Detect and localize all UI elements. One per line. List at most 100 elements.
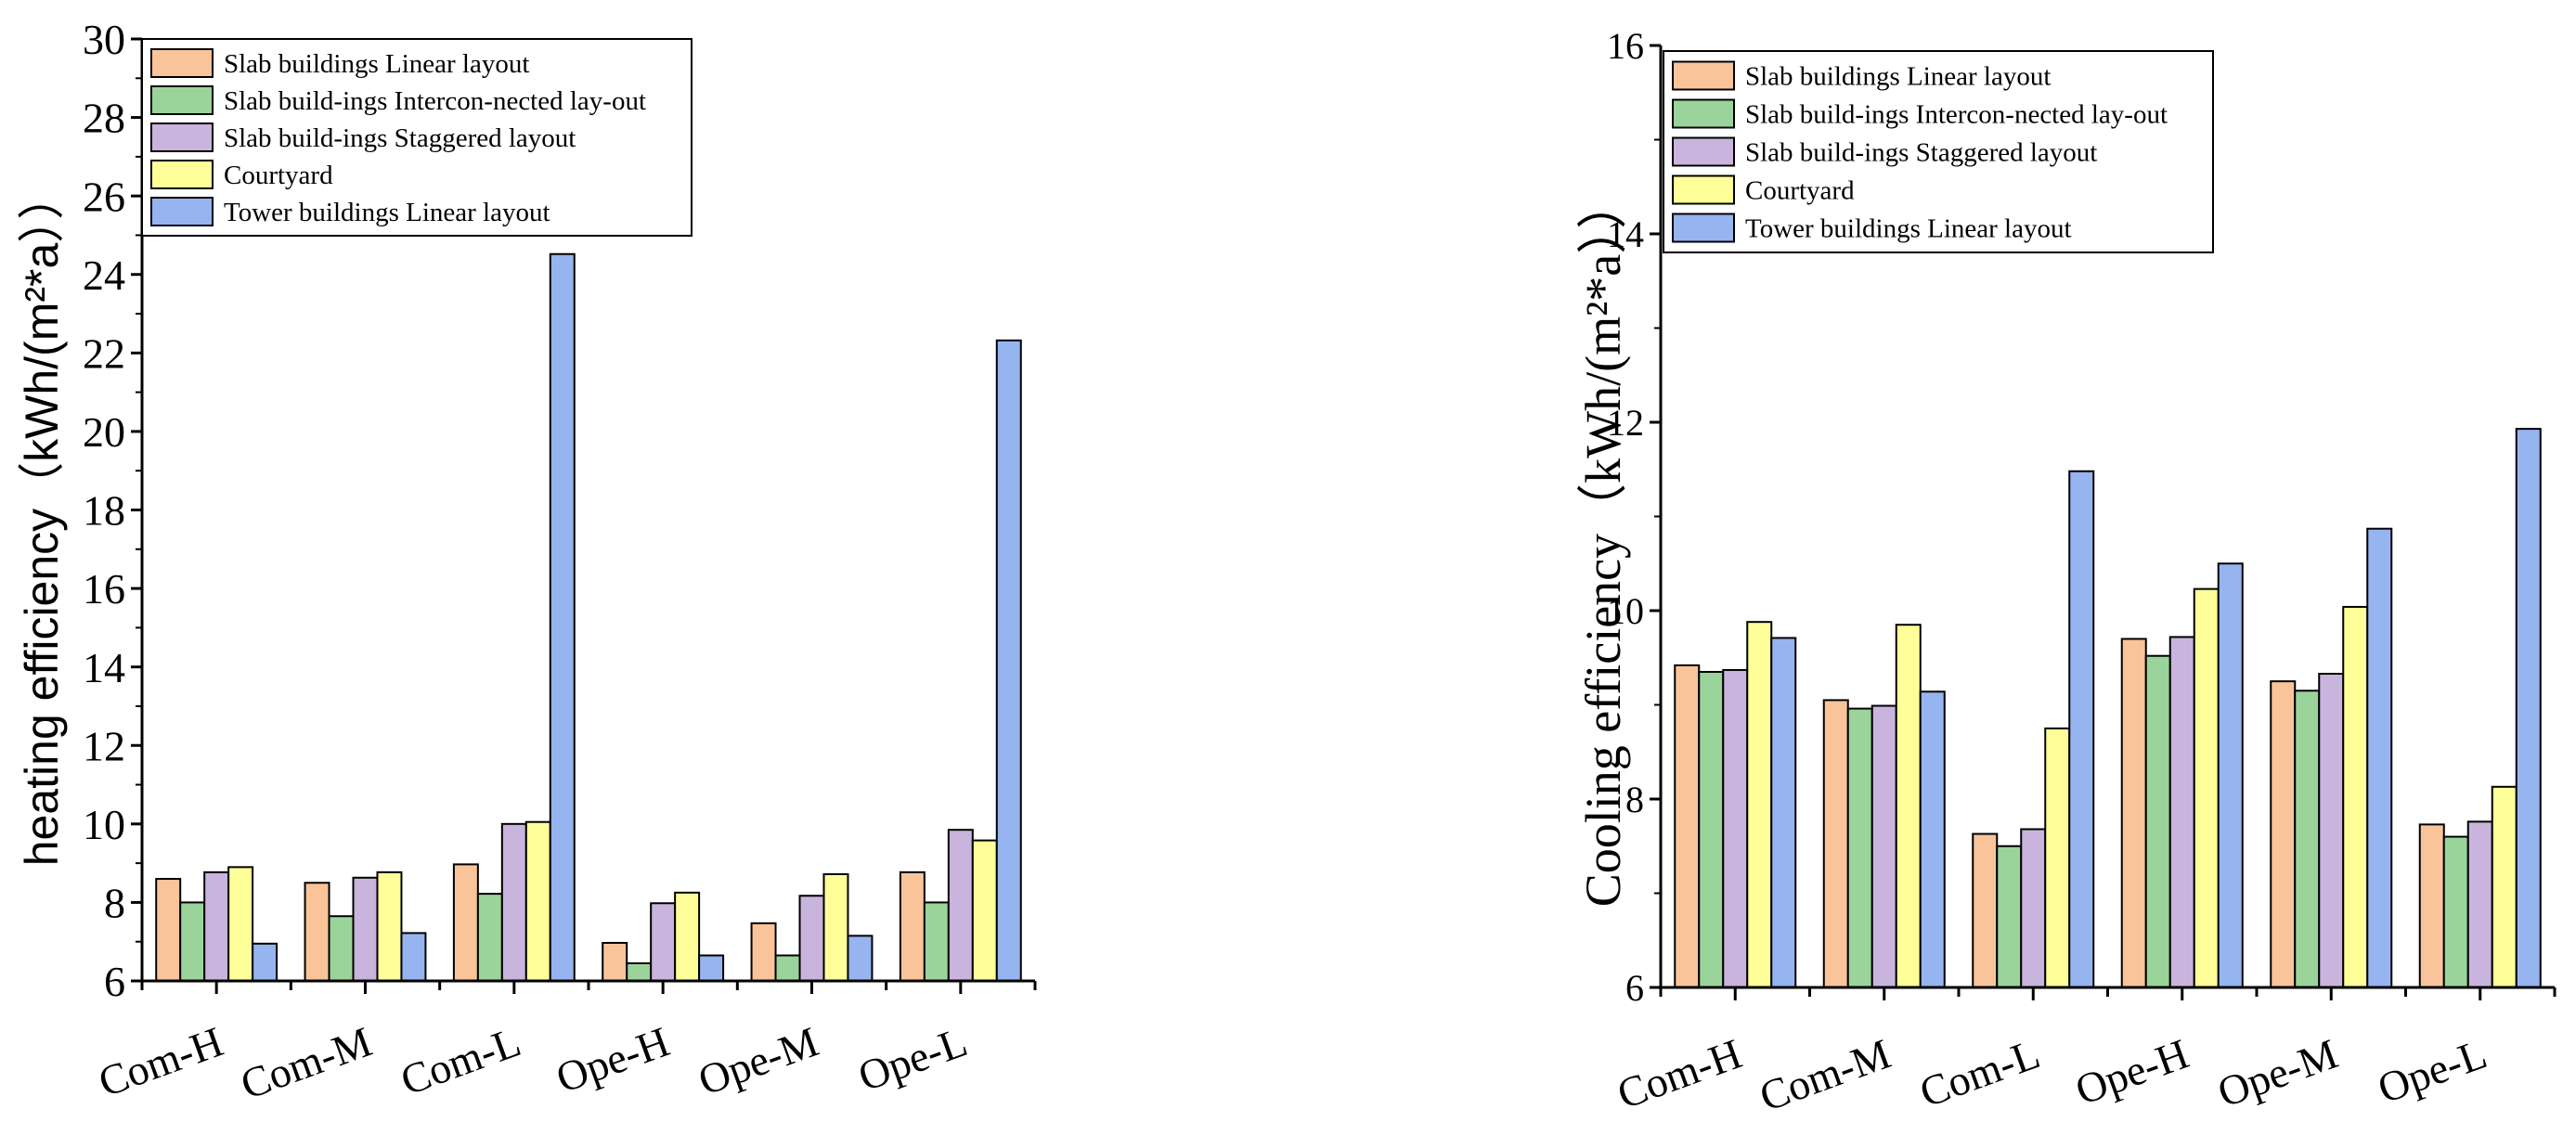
- heating-y-tick-label-14: 14: [83, 644, 125, 691]
- heating-bar-com-m-s4: [376, 871, 403, 982]
- cooling-bar-com-h-s3: [1722, 668, 1749, 988]
- cooling-bar-com-h-s5: [1770, 637, 1797, 988]
- heating-legend-swatch-2: [150, 85, 214, 115]
- cooling-legend-swatch-1: [1672, 60, 1735, 91]
- heating-y-tick-label-16: 16: [83, 565, 125, 613]
- heating-y-axis-title: heating efficiency（kWh/(m²*a））: [16, 174, 68, 867]
- heating-bar-com-m-s3: [352, 876, 379, 983]
- heating-legend-label-4: Courtyard: [224, 161, 333, 190]
- heating-bar-ope-l-s3: [947, 829, 974, 982]
- cooling-bar-ope-l-s5: [2515, 428, 2542, 988]
- heating-y-tick-label-10: 10: [83, 801, 125, 848]
- cooling-bar-ope-h-s2: [2144, 654, 2171, 988]
- cooling-bar-ope-h-s5: [2217, 562, 2244, 988]
- heating-bar-ope-l-s1: [899, 871, 926, 982]
- heating-y-tick-label-26: 26: [83, 173, 125, 220]
- cooling-category-label-ope-m: Ope-M: [2211, 1029, 2343, 1116]
- cooling-bar-com-l-s1: [1972, 832, 1999, 988]
- heating-bar-ope-l-s5: [995, 339, 1022, 982]
- cooling-legend-swatch-2: [1672, 98, 1735, 129]
- heating-bar-ope-l-s2: [923, 901, 950, 982]
- cooling-bar-com-l-s5: [2068, 470, 2095, 988]
- cooling-y-tick-label-8: 8: [1625, 779, 1644, 820]
- heating-bar-ope-l-s4: [971, 839, 998, 982]
- cooling-bar-com-h-s4: [1746, 621, 1773, 988]
- heating-bar-ope-m-s1: [750, 922, 777, 983]
- heating-efficiency-chart: heating efficiency（kWh/(m²*a）） 6 8 10 12 14 1…: [16, 16, 1037, 1108]
- cooling-bar-ope-h-s4: [2193, 587, 2220, 989]
- heating-y-tick-label-18: 18: [83, 487, 125, 535]
- cooling-bar-com-l-s4: [2044, 727, 2071, 989]
- heating-legend-swatch-5: [150, 197, 214, 226]
- cooling-bar-ope-l-s1: [2418, 823, 2445, 989]
- cooling-efficiency-chart: Cooling efficiency（kWh/(m²*a）） 6 8 10 12 14 1…: [1575, 25, 2557, 1120]
- cooling-legend-box: [1663, 50, 2214, 253]
- heating-bar-com-l-s1: [452, 863, 479, 983]
- cooling-bar-ope-h-s1: [2120, 638, 2147, 988]
- cooling-bar-ope-m-s1: [2270, 680, 2297, 989]
- heating-legend: Slab buildings Linear layout Slab build-i…: [141, 38, 693, 237]
- cooling-bar-com-m-s1: [1822, 699, 1849, 988]
- cooling-bar-com-m-s5: [1919, 690, 1946, 988]
- heating-legend-swatch-1: [150, 48, 214, 78]
- cooling-bar-ope-l-s2: [2442, 835, 2469, 988]
- cooling-y-tick-label-10: 10: [1607, 590, 1644, 632]
- heating-y-tick-label-6: 6: [104, 958, 125, 1005]
- heating-bar-ope-m-s4: [822, 872, 849, 982]
- heating-bar-com-h-s1: [155, 878, 182, 982]
- cooling-bar-ope-h-s3: [2168, 636, 2195, 988]
- heating-bar-ope-m-s3: [798, 895, 825, 982]
- cooling-legend-label-1: Slab buildings Linear layout: [1745, 62, 2051, 92]
- cooling-y-tick-label-16: 16: [1607, 25, 1644, 67]
- heating-bar-com-l-s2: [476, 893, 503, 982]
- heating-y-tick-label-28: 28: [83, 95, 125, 142]
- cooling-bar-com-l-s2: [1996, 845, 2023, 988]
- heating-y-tick-label-24: 24: [83, 251, 125, 299]
- cooling-category-label-ope-h: Ope-H: [2069, 1029, 2194, 1114]
- heating-bar-ope-h-s2: [626, 961, 653, 982]
- cooling-bar-ope-m-s3: [2318, 673, 2345, 988]
- heating-legend-label-3: Slab build-ings Staggered layout: [224, 123, 576, 153]
- heating-category-label-com-m: Com-M: [235, 1017, 378, 1108]
- heating-y-tick-label-30: 30: [83, 16, 125, 63]
- cooling-bar-ope-m-s4: [2342, 605, 2369, 988]
- cooling-y-tick-label-14: 14: [1607, 213, 1644, 255]
- heating-bar-com-m-s5: [400, 932, 427, 983]
- heating-bar-ope-m-s2: [774, 954, 801, 983]
- cooling-legend-label-2: Slab build-ings Intercon-nected lay-out: [1745, 100, 2168, 130]
- heating-legend-label-2: Slab build-ings Intercon-nected lay-out: [224, 86, 646, 116]
- heating-y-tick-label-20: 20: [83, 408, 125, 456]
- cooling-category-label-ope-l: Ope-L: [2372, 1029, 2492, 1112]
- heating-category-label-com-l: Com-L: [395, 1017, 526, 1103]
- cooling-bar-ope-m-s2: [2294, 690, 2321, 989]
- heating-bar-com-h-s3: [203, 871, 230, 982]
- cooling-category-label-com-h: Com-H: [1612, 1029, 1748, 1117]
- cooling-bar-com-m-s4: [1895, 624, 1922, 988]
- heating-category-label-com-h: Com-H: [92, 1017, 228, 1105]
- cooling-legend: Slab buildings Linear layout Slab build-i…: [1663, 50, 2214, 253]
- heating-bar-com-m-s1: [304, 882, 330, 983]
- cooling-bar-com-l-s3: [2020, 828, 2047, 988]
- heating-legend-box: [141, 38, 693, 237]
- cooling-bar-com-m-s2: [1846, 707, 1873, 988]
- cooling-legend-swatch-5: [1672, 213, 1735, 243]
- cooling-legend-label-5: Tower buildings Linear layout: [1745, 214, 2072, 244]
- heating-legend-label-5: Tower buildings Linear layout: [224, 198, 550, 227]
- heating-category-label-ope-l: Ope-L: [852, 1017, 973, 1100]
- heating-bar-com-l-s5: [549, 252, 576, 982]
- heating-bar-com-l-s4: [524, 820, 551, 982]
- cooling-y-tick-label-6: 6: [1625, 967, 1644, 1009]
- cooling-legend-label-3: Slab build-ings Staggered layout: [1745, 138, 2097, 168]
- heating-bar-ope-h-s4: [674, 891, 701, 983]
- heating-category-label-ope-m: Ope-M: [693, 1017, 824, 1103]
- cooling-bar-ope-m-s5: [2366, 527, 2393, 988]
- heating-bar-ope-h-s3: [650, 902, 677, 983]
- cooling-bar-ope-l-s3: [2466, 820, 2493, 988]
- heating-bar-ope-m-s5: [847, 935, 874, 982]
- heating-bar-com-h-s5: [252, 942, 278, 983]
- heating-category-label-ope-h: Ope-H: [550, 1017, 676, 1102]
- heating-legend-swatch-4: [150, 160, 214, 189]
- heating-y-tick-label-22: 22: [83, 329, 125, 377]
- cooling-y-axis-title: Cooling efficiency（kWh/(m²*a））: [1575, 179, 1631, 908]
